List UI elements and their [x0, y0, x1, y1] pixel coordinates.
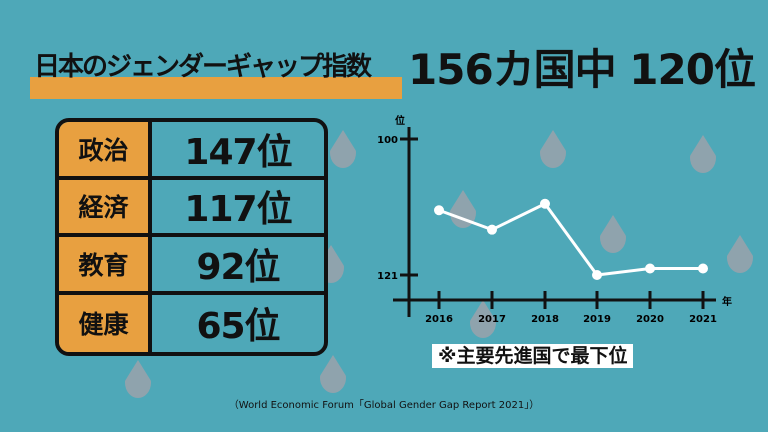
x-tick-label: 2017 [478, 314, 506, 325]
ranking-row: 健康 65位 [59, 294, 324, 352]
x-tick-label: 2016 [425, 314, 453, 325]
x-tick-label: 2021 [689, 314, 717, 325]
source-caption: （World Economic Forum「Global Gender Gap … [228, 400, 540, 411]
ranking-row: 政治 147位 [59, 122, 324, 180]
ranking-label: 経済 [59, 179, 152, 233]
page-title: 日本のジェンダーギャップ指数 [34, 52, 372, 82]
ranking-label: 政治 [59, 122, 152, 176]
ranking-value: 147位 [184, 131, 292, 173]
ranking-row: 経済 117位 [59, 179, 324, 237]
data-point [645, 263, 655, 274]
ranking-value: 65位 [196, 306, 280, 348]
x-tick-label: 2018 [531, 314, 559, 325]
ranking-label: 健康 [59, 294, 152, 352]
title-highlight-bar [30, 77, 402, 99]
data-point [434, 205, 444, 216]
data-point [540, 198, 550, 209]
series-line [438, 201, 703, 277]
y-tick-label: 121 [377, 271, 398, 282]
ranking-value: 92位 [196, 246, 280, 288]
ranking-row: 教育 92位 [59, 237, 324, 295]
ranking-label: 教育 [59, 237, 152, 291]
ranking-value: 117位 [184, 189, 292, 231]
rankings-table: 政治 147位 経済 117位 教育 92位健康 65位 [55, 118, 328, 356]
x-tick-label: 2020 [636, 314, 664, 325]
x-axis-label: 年 [722, 295, 732, 308]
y-axis-label: 位 [395, 114, 405, 127]
data-point [487, 224, 497, 235]
y-tick-label: 100 [377, 135, 398, 146]
page-title-rank: 156カ国中 120位 [408, 45, 756, 94]
chart-note: ※主要先進国で最下位 [432, 344, 634, 368]
data-point [592, 270, 602, 280]
data-point [698, 263, 708, 274]
x-tick-label: 2019 [583, 314, 611, 325]
